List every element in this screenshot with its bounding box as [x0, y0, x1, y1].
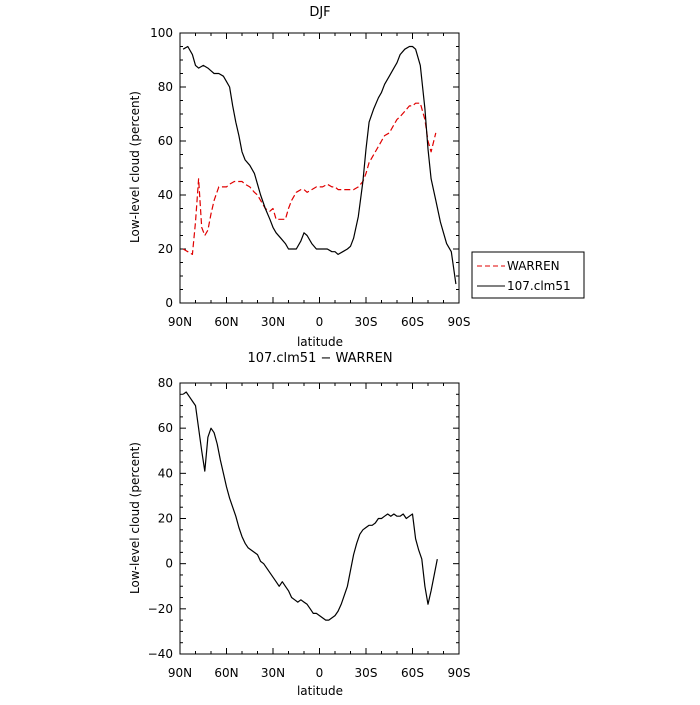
chart-title: DJF	[309, 5, 330, 20]
x-tick-label: 30S	[355, 666, 378, 680]
x-tick-label: 90S	[448, 315, 471, 329]
x-tick-label: 0	[316, 315, 324, 329]
chart-title: 107.clm51 − WARREN	[247, 351, 392, 366]
x-tick-label: 30S	[355, 315, 378, 329]
x-tick-label: 60N	[214, 315, 238, 329]
legend-label-warren: WARREN	[507, 259, 560, 273]
y-axis-title: Low-level cloud (percent)	[128, 91, 142, 243]
x-axis-title: latitude	[297, 684, 343, 698]
series-line-difference	[182, 391, 438, 621]
chart-djf: DJF Low-level cloud (percent) latitude 9…	[128, 5, 470, 349]
x-tick-label: 90N	[168, 315, 192, 329]
y-tick-label: 20	[158, 242, 173, 256]
axis-ticks	[179, 32, 460, 304]
y-tick-label: 60	[158, 134, 173, 148]
tick-labels: 90N 60N 30N 0 30S 60S 90S −40 −20 0 20 40 60 80	[148, 376, 471, 680]
y-tick-label: 0	[165, 296, 173, 310]
plot-frame	[179, 382, 460, 655]
legend-box	[471, 251, 585, 299]
series-group	[182, 45, 457, 285]
x-tick-label: 90N	[168, 666, 192, 680]
chart-difference: 107.clm51 − WARREN Low-level cloud (perc…	[128, 351, 470, 698]
y-tick-label: 80	[158, 80, 173, 94]
x-tick-label: 60N	[214, 666, 238, 680]
series-line-107-clm51	[182, 45, 457, 285]
x-tick-label: 30N	[261, 315, 285, 329]
series-group	[182, 391, 438, 621]
y-tick-label: 0	[165, 557, 173, 571]
x-tick-label: 0	[316, 666, 324, 680]
y-tick-label: 80	[158, 376, 173, 390]
x-axis-title: latitude	[297, 335, 343, 349]
y-tick-label: −40	[148, 647, 173, 661]
plot-frame	[179, 32, 460, 304]
x-tick-label: 30N	[261, 666, 285, 680]
series-line-warren	[182, 102, 437, 255]
y-tick-label: 40	[158, 188, 173, 202]
y-axis-title: Low-level cloud (percent)	[128, 442, 142, 594]
x-tick-label: 60S	[401, 666, 424, 680]
x-tick-label: 90S	[448, 666, 471, 680]
x-tick-label: 60S	[401, 315, 424, 329]
tick-labels: 90N 60N 30N 0 30S 60S 90S 0 20 40 60 80 100	[150, 26, 470, 329]
legend-label-clm51: 107.clm51	[507, 279, 571, 293]
legend: WARREN 107.clm51	[471, 251, 585, 299]
axis-ticks	[179, 382, 460, 655]
y-tick-label: 40	[158, 466, 173, 480]
y-tick-label: 100	[150, 26, 173, 40]
y-tick-label: −20	[148, 602, 173, 616]
y-tick-label: 60	[158, 421, 173, 435]
y-tick-label: 20	[158, 512, 173, 526]
